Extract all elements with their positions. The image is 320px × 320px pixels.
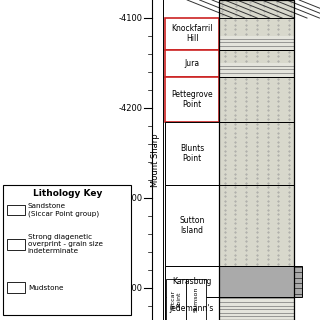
Bar [219, 122, 294, 185]
Text: -4400: -4400 [118, 284, 142, 293]
Text: Sandstone
(Siccar Point group): Sandstone (Siccar Point group) [28, 203, 99, 217]
Text: Siccar
Point: Siccar Point [171, 290, 181, 309]
Bar [219, 0, 294, 18]
Text: Pettegrove
Point: Pettegrove Point [171, 90, 213, 108]
Bar [219, 63, 294, 76]
Bar [166, 279, 186, 320]
Bar [219, 50, 294, 63]
Text: Stimson: Stimson [194, 287, 198, 312]
Bar [186, 279, 206, 320]
Bar [219, 76, 294, 122]
Bar [165, 50, 219, 76]
Bar [7, 282, 25, 293]
Text: Mount Sharp: Mount Sharp [151, 133, 160, 187]
Bar [165, 76, 219, 122]
Text: Blunts
Point: Blunts Point [180, 144, 204, 163]
Text: -4100: -4100 [118, 13, 142, 22]
Text: Jura: Jura [184, 59, 200, 68]
Bar [219, 36, 294, 50]
Bar [219, 185, 294, 266]
Bar [219, 266, 294, 298]
Bar [294, 266, 302, 298]
Bar [7, 239, 25, 250]
Text: Jedemann's: Jedemann's [170, 304, 214, 313]
Bar [165, 298, 219, 320]
Bar [294, 266, 302, 298]
Text: Murray: Murray [166, 127, 175, 157]
Bar [3, 185, 131, 316]
Bar [165, 185, 219, 266]
Text: Karasburg: Karasburg [172, 277, 212, 286]
Bar [7, 204, 25, 215]
Text: Sutton
Island: Sutton Island [179, 216, 205, 235]
Bar [165, 18, 219, 50]
Bar [7, 204, 25, 215]
Bar [165, 266, 219, 298]
Text: -4300: -4300 [118, 194, 142, 203]
Bar [219, 298, 294, 320]
Text: Mudstone: Mudstone [28, 284, 63, 291]
Bar [165, 122, 219, 185]
Text: Lithology Key: Lithology Key [33, 189, 102, 198]
Bar [7, 239, 25, 250]
Text: -4200: -4200 [118, 104, 142, 113]
Bar [219, 0, 294, 320]
Text: Knockfarril
Hill: Knockfarril Hill [171, 24, 213, 43]
Text: Strong diagenetic
overprint - grain size
indeterminate: Strong diagenetic overprint - grain size… [28, 234, 103, 254]
Bar [219, 18, 294, 36]
Bar [7, 282, 25, 293]
